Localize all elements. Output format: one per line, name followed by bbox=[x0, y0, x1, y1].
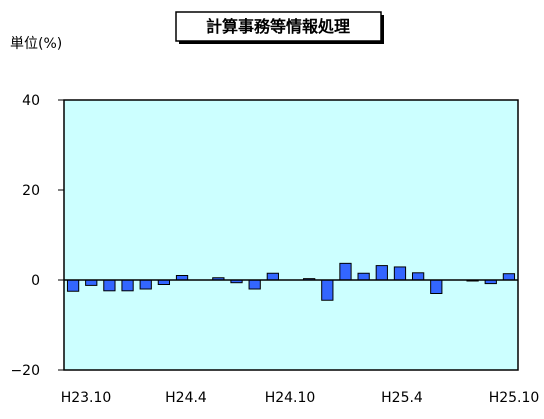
y-tick-label: −20 bbox=[10, 363, 40, 379]
bar-H24.1 bbox=[121, 279, 134, 292]
x-tick-label: H24.10 bbox=[265, 390, 316, 406]
plot-area bbox=[63, 99, 519, 371]
bar-H25.5 bbox=[411, 272, 425, 281]
y-tick-label: 20 bbox=[22, 183, 40, 199]
bar-H25.3 bbox=[375, 265, 388, 281]
bar-H23.11 bbox=[85, 279, 98, 286]
bar-H25.2 bbox=[357, 272, 370, 281]
title-frame bbox=[175, 11, 382, 42]
bar-series bbox=[66, 262, 516, 301]
y-tick-label: 40 bbox=[22, 93, 40, 109]
y-tick-label: 0 bbox=[31, 273, 40, 289]
y-axis: 40 20 0 −20 bbox=[10, 93, 64, 379]
unit-label: 単位(%) bbox=[10, 36, 62, 52]
bar-H25.4 bbox=[393, 266, 407, 281]
chart-title: 計算事務等情報処理 bbox=[206, 17, 350, 36]
bar-H24.8 bbox=[248, 279, 261, 290]
x-axis: H23.10 H24.4 H24.10 H25.4 H25.10 bbox=[61, 390, 540, 406]
x-tick-label: H23.10 bbox=[61, 390, 112, 406]
x-tick-label: H24.4 bbox=[165, 390, 207, 406]
bar-H24.12 bbox=[321, 279, 334, 301]
bar-H23.12 bbox=[103, 279, 116, 292]
bar-H24.9 bbox=[266, 272, 279, 281]
bar-H25.6 bbox=[430, 279, 443, 294]
bar-H25.1 bbox=[339, 262, 352, 281]
x-tick-label: H25.10 bbox=[489, 390, 540, 406]
chart-title-box: 計算事務等情報処理 bbox=[175, 11, 384, 44]
bar-H25.10 bbox=[502, 273, 516, 281]
x-tick-label: H25.4 bbox=[381, 390, 423, 406]
bar-H23.10 bbox=[66, 279, 80, 292]
bar-H24.2 bbox=[139, 279, 152, 290]
